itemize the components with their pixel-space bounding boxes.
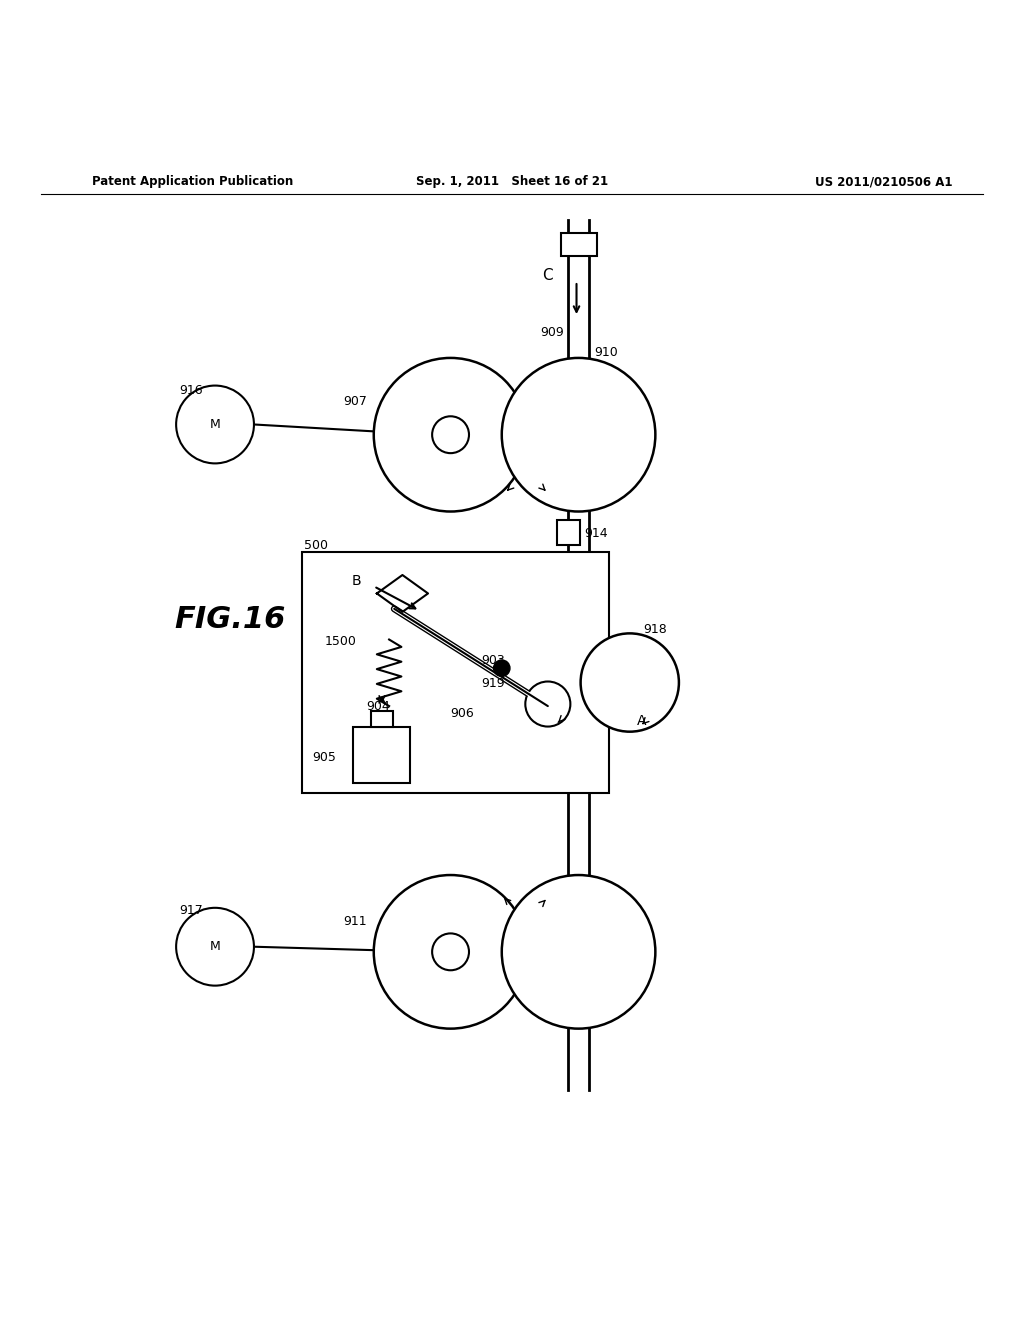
Text: 911: 911 <box>343 915 367 928</box>
Circle shape <box>176 385 254 463</box>
Text: 905: 905 <box>312 751 336 764</box>
FancyBboxPatch shape <box>557 520 580 545</box>
Text: B: B <box>351 574 361 589</box>
Text: 904: 904 <box>367 700 390 713</box>
FancyBboxPatch shape <box>353 726 410 783</box>
Circle shape <box>432 933 469 970</box>
Circle shape <box>581 634 679 731</box>
Text: 500: 500 <box>304 539 328 552</box>
Text: 918: 918 <box>643 623 667 636</box>
Text: 1500: 1500 <box>325 635 356 648</box>
Circle shape <box>502 358 655 512</box>
Text: C: C <box>543 268 553 284</box>
Text: 917: 917 <box>179 904 203 917</box>
Text: 916: 916 <box>179 384 203 397</box>
Text: 919: 919 <box>481 677 505 690</box>
Circle shape <box>374 358 527 512</box>
Circle shape <box>525 681 570 726</box>
Text: M: M <box>210 940 220 953</box>
Circle shape <box>502 875 655 1028</box>
FancyBboxPatch shape <box>302 553 609 793</box>
Circle shape <box>432 416 469 453</box>
Text: FIG.16: FIG.16 <box>174 605 286 634</box>
Text: Patent Application Publication: Patent Application Publication <box>92 176 294 189</box>
Text: 910: 910 <box>594 346 617 359</box>
Circle shape <box>176 908 254 986</box>
FancyBboxPatch shape <box>561 234 597 256</box>
Text: 909: 909 <box>541 326 564 339</box>
Text: A: A <box>637 714 646 729</box>
Text: 906: 906 <box>451 706 474 719</box>
Text: M: M <box>210 418 220 430</box>
Text: US 2011/0210506 A1: US 2011/0210506 A1 <box>815 176 952 189</box>
FancyBboxPatch shape <box>371 711 393 726</box>
Text: 903: 903 <box>481 653 505 667</box>
Circle shape <box>374 875 527 1028</box>
Text: Sep. 1, 2011   Sheet 16 of 21: Sep. 1, 2011 Sheet 16 of 21 <box>416 176 608 189</box>
Text: 914: 914 <box>585 527 608 540</box>
Text: 907: 907 <box>343 396 367 408</box>
Circle shape <box>494 660 510 676</box>
